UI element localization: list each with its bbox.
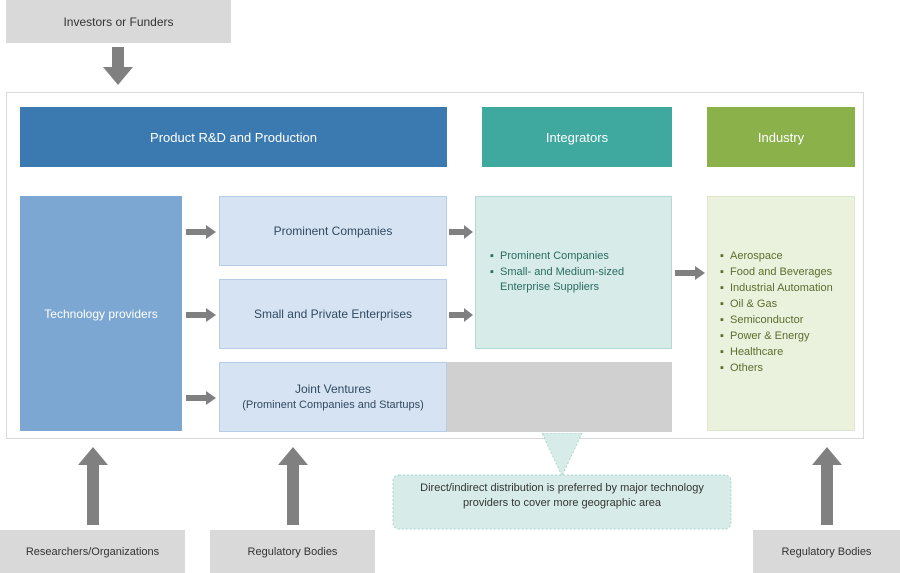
list-item: Food and Beverages — [720, 265, 833, 281]
header-industry-label: Industry — [758, 130, 804, 145]
bottom-mid-label: Regulatory Bodies — [248, 546, 338, 558]
header-integrators: Integrators — [482, 107, 672, 167]
list-item: Semiconductor — [720, 313, 833, 329]
arrow-int-to-ind — [675, 266, 705, 280]
integrators-body: Prominent Companies Small- and Medium-si… — [475, 196, 672, 349]
rd-row3-line2: (Prominent Companies and Startups) — [242, 398, 424, 412]
callout: Direct/indirect distribution is preferre… — [392, 433, 732, 538]
arrow-tech-to-r3 — [186, 391, 216, 405]
arrow-tech-to-r1 — [186, 225, 216, 239]
tech-providers-box: Technology providers — [20, 196, 182, 431]
arrow-r1-to-int — [449, 225, 473, 239]
header-industry: Industry — [707, 107, 855, 167]
tech-providers-label: Technology providers — [44, 307, 157, 321]
industry-list: Aerospace Food and Beverages Industrial … — [720, 249, 833, 377]
bottom-left-box: Researchers/Organizations — [0, 530, 185, 573]
callout-text: Direct/indirect distribution is preferre… — [404, 481, 720, 511]
header-rd: Product R&D and Production — [20, 107, 447, 167]
bottom-left-label: Researchers/Organizations — [26, 546, 159, 558]
rd-row2: Small and Private Enterprises — [219, 279, 447, 349]
investors-box: Investors or Funders — [6, 0, 231, 43]
bottom-right-box: Regulatory Bodies — [753, 530, 900, 573]
arrow-up-mid — [278, 447, 308, 525]
header-integrators-label: Integrators — [546, 130, 608, 145]
rd-row3: Joint Ventures (Prominent Companies and … — [219, 362, 447, 432]
bottom-right-label: Regulatory Bodies — [782, 546, 872, 558]
list-item: Aerospace — [720, 249, 833, 265]
investors-label: Investors or Funders — [63, 15, 173, 29]
list-item: Power & Energy — [720, 329, 833, 345]
arrow-tech-to-r2 — [186, 308, 216, 322]
rd-row1-label: Prominent Companies — [274, 224, 393, 238]
list-item: Oil & Gas — [720, 297, 833, 313]
bottom-mid-box: Regulatory Bodies — [210, 530, 375, 573]
integrators-list: Prominent Companies Small- and Medium-si… — [490, 249, 671, 297]
industry-body: Aerospace Food and Beverages Industrial … — [707, 196, 855, 431]
list-item: Others — [720, 361, 833, 377]
list-item: Industrial Automation — [720, 281, 833, 297]
rd-row3-line1: Joint Ventures — [295, 382, 371, 398]
list-item: Prominent Companies — [490, 249, 671, 265]
list-item: Small- and Medium-sized Enterprise Suppl… — [490, 265, 671, 297]
header-rd-label: Product R&D and Production — [150, 130, 317, 145]
rd-row2-label: Small and Private Enterprises — [254, 307, 412, 321]
arrow-r2-to-int — [449, 308, 473, 322]
arrow-up-right — [812, 447, 842, 525]
rd-row1: Prominent Companies — [219, 196, 447, 266]
list-item: Healthcare — [720, 345, 833, 361]
arrow-up-left — [78, 447, 108, 525]
arrow-down-investors — [103, 47, 133, 85]
